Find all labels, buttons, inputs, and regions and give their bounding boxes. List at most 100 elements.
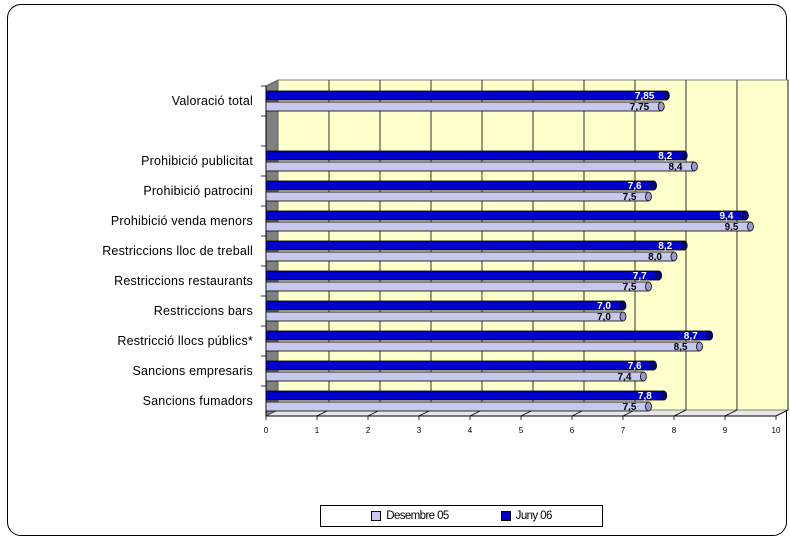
bar-end-cap: [670, 251, 678, 262]
legend-label-juny: Juny 06: [515, 510, 553, 522]
bar-body: [265, 90, 667, 101]
bar-juny06: [265, 240, 688, 251]
category-label: Valoració total: [172, 94, 253, 108]
legend-item-desembre: Desembre 05: [371, 510, 449, 522]
data-label-juny06: 8,7: [684, 331, 698, 342]
bar-desembre05: [265, 101, 665, 112]
bar-end-cap: [660, 390, 668, 401]
bar-body: [265, 180, 655, 191]
bar-desembre05: [265, 371, 647, 382]
bar-body: [265, 270, 660, 281]
bar-juny06: [265, 90, 670, 101]
data-label-juny06: 7,0: [597, 301, 611, 312]
legend-item-juny: Juny 06: [500, 510, 553, 522]
data-label-juny06: 8,2: [658, 151, 672, 162]
legend-swatch-desembre: [371, 511, 382, 521]
bar-body: [265, 221, 751, 232]
bar-juny06: [265, 360, 657, 371]
bar-body: [265, 101, 662, 112]
bar-body: [265, 281, 649, 292]
bar-body: [265, 360, 655, 371]
data-label-desembre05: 7,5: [623, 402, 637, 413]
x-tick-label: 1: [315, 426, 320, 435]
category-label: Restriccions lloc de treball: [102, 244, 253, 258]
category-label: Restricció llocs públics*: [117, 334, 253, 348]
data-label-desembre05: 7,5: [623, 192, 637, 203]
x-tick-label: 9: [723, 426, 728, 435]
data-label-desembre05: 8,5: [674, 342, 688, 353]
data-label-desembre05: 7,5: [623, 282, 637, 293]
x-tick-label: 7: [621, 426, 626, 435]
data-label-desembre05: 7,75: [630, 102, 650, 113]
category-label: Sancions fumadors: [143, 394, 253, 408]
bar-end-cap: [680, 150, 688, 161]
bar-desembre05: [265, 221, 754, 232]
category-label: Restriccions bars: [154, 304, 253, 318]
x-tick-label: 8: [672, 426, 677, 435]
bar-end-cap: [650, 360, 657, 371]
bar-desembre05: [265, 341, 703, 352]
data-label-juny06: 7,6: [628, 361, 642, 372]
bar-body: [265, 191, 649, 202]
bar-body: [265, 210, 746, 221]
x-tick-label: 10: [772, 426, 781, 435]
legend-swatch-juny: [500, 511, 511, 521]
data-label-juny06: 7,8: [638, 391, 652, 402]
bar-desembre05: [265, 281, 652, 292]
bar-body: [265, 240, 685, 251]
data-label-juny06: 7,6: [628, 181, 642, 192]
bar-end-cap: [619, 300, 627, 311]
data-label-juny06: 7,85: [635, 91, 655, 102]
gridline-floor: [775, 409, 789, 417]
bar-body: [265, 341, 700, 352]
x-tick-label: 6: [570, 426, 575, 435]
category-label: Sancions empresaris: [132, 364, 253, 378]
bar-juny06: [265, 150, 688, 161]
bar-end-cap: [742, 210, 749, 221]
bar-body: [265, 300, 624, 311]
bar-juny06: [265, 180, 657, 191]
bar-juny06: [265, 330, 714, 341]
data-label-desembre05: 7,0: [597, 312, 611, 323]
data-label-desembre05: 8,4: [668, 162, 682, 173]
bar-end-cap: [645, 401, 652, 412]
x-tick-label: 4: [468, 426, 473, 435]
bar-body: [265, 150, 685, 161]
bar-desembre05: [265, 251, 678, 262]
bar-end-cap: [655, 270, 663, 281]
legend: Desembre 05 Juny 06: [320, 505, 603, 527]
bar-body: [265, 311, 624, 322]
bar-end-cap: [706, 330, 714, 341]
bar-desembre05: [265, 311, 627, 322]
bar-desembre05: [265, 161, 698, 172]
bar-end-cap: [680, 240, 688, 251]
bar-end-cap: [645, 281, 652, 292]
data-label-desembre05: 9,5: [725, 222, 739, 233]
category-label: Prohibició publicitat: [141, 154, 253, 168]
bar-body: [265, 390, 665, 401]
bar-body: [265, 371, 644, 382]
bar-end-cap: [650, 180, 657, 191]
gridline-floor: [673, 409, 687, 417]
data-label-juny06: 9,4: [719, 211, 733, 222]
bar-desembre05: [265, 401, 652, 412]
bar-juny06: [265, 270, 663, 281]
data-label-juny06: 7,7: [633, 271, 647, 282]
bar-end-cap: [696, 341, 703, 352]
bar-end-cap: [747, 221, 754, 232]
bar-juny06: [265, 390, 668, 401]
bar-end-cap: [662, 90, 670, 101]
bar-juny06: [265, 210, 749, 221]
gridline-floor: [724, 409, 738, 417]
legend-label-desembre: Desembre 05: [386, 510, 449, 522]
x-tick-label: 0: [264, 426, 269, 435]
bar-end-cap: [691, 161, 698, 172]
category-label: Restriccions restaurants: [114, 274, 253, 288]
x-tick-label: 2: [366, 426, 371, 435]
bar-desembre05: [265, 191, 652, 202]
bar-end-cap: [619, 311, 627, 322]
bar-body: [265, 161, 695, 172]
bar-juny06: [265, 300, 627, 311]
data-label-desembre05: 8,0: [648, 252, 662, 263]
